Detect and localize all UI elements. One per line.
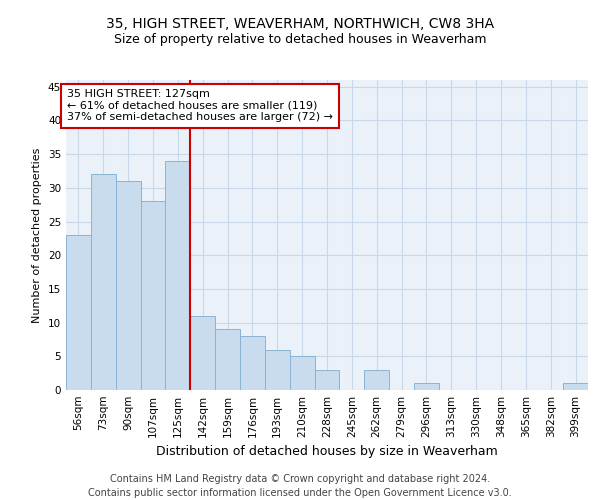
Bar [240, 336, 265, 390]
Bar [140, 202, 166, 390]
Bar [563, 384, 588, 390]
Bar [364, 370, 389, 390]
Text: 35, HIGH STREET, WEAVERHAM, NORTHWICH, CW8 3HA: 35, HIGH STREET, WEAVERHAM, NORTHWICH, C… [106, 18, 494, 32]
Bar [166, 161, 190, 390]
Bar [91, 174, 116, 390]
Text: Contains HM Land Registry data © Crown copyright and database right 2024.
Contai: Contains HM Land Registry data © Crown c… [88, 474, 512, 498]
Bar [290, 356, 314, 390]
Y-axis label: Number of detached properties: Number of detached properties [32, 148, 43, 322]
X-axis label: Distribution of detached houses by size in Weaverham: Distribution of detached houses by size … [156, 446, 498, 458]
Bar [116, 181, 140, 390]
Bar [66, 235, 91, 390]
Bar [190, 316, 215, 390]
Bar [215, 330, 240, 390]
Text: Size of property relative to detached houses in Weaverham: Size of property relative to detached ho… [114, 32, 486, 46]
Text: 35 HIGH STREET: 127sqm
← 61% of detached houses are smaller (119)
37% of semi-de: 35 HIGH STREET: 127sqm ← 61% of detached… [67, 90, 333, 122]
Bar [414, 384, 439, 390]
Bar [265, 350, 290, 390]
Bar [314, 370, 340, 390]
